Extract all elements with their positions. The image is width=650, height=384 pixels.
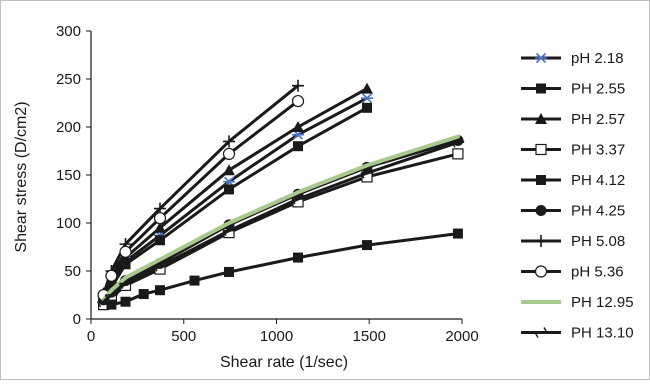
- legend-swatch-marker: [535, 143, 547, 156]
- data-point: [153, 260, 167, 272]
- series-line: [102, 140, 460, 304]
- legend-label: pH 2.18: [571, 50, 624, 67]
- x-tick-label: 1500: [353, 328, 386, 345]
- x-tick-label: 1000: [260, 328, 293, 345]
- series-8: [101, 134, 460, 302]
- data-point: [222, 225, 236, 237]
- legend-swatch-marker: [535, 205, 547, 216]
- legend-label: PH 5.08: [571, 233, 625, 250]
- legend-entry: pH 5.36: [521, 264, 624, 281]
- legend-swatch-marker: [536, 83, 546, 94]
- data-point: [189, 275, 200, 286]
- data-point: [120, 296, 131, 307]
- legend-entry: PH 2.55: [521, 81, 625, 98]
- legend-label: PH 2.55: [571, 81, 625, 98]
- legend-entry: PH 3.37: [521, 142, 625, 159]
- legend-label: PH 13.10: [571, 325, 634, 342]
- x-tick-label: 500: [171, 328, 196, 345]
- y-tick-label: 200: [56, 119, 81, 136]
- y-tick-label: 300: [56, 23, 81, 40]
- data-point: [362, 240, 373, 251]
- series-3: [98, 148, 464, 311]
- legend-entry: PH 5.08: [521, 233, 625, 250]
- data-point: [222, 147, 236, 160]
- legend-swatch-marker: [535, 113, 547, 124]
- data-point: [292, 121, 305, 132]
- x-tick-label: 0: [87, 328, 95, 345]
- series-line: [101, 134, 460, 302]
- data-point: [361, 82, 374, 94]
- data-point: [106, 299, 117, 310]
- legend-swatch-marker: [534, 327, 548, 338]
- series-line: [102, 99, 300, 297]
- series-layer: [97, 79, 465, 311]
- data-point: [452, 228, 463, 239]
- data-point: [291, 193, 305, 205]
- data-point: [292, 79, 305, 92]
- data-point: [154, 221, 167, 233]
- legend-label: PH 4.12: [571, 172, 625, 189]
- data-point: [138, 289, 149, 300]
- legend-entry: PH 4.12: [521, 172, 625, 189]
- data-point: [223, 135, 236, 148]
- data-point: [104, 289, 119, 301]
- data-point: [118, 278, 133, 289]
- data-point: [451, 136, 465, 148]
- legend-label: PH 12.95: [571, 294, 634, 311]
- series-7: [97, 94, 305, 302]
- legend-swatch-marker: [535, 52, 547, 64]
- data-point: [120, 259, 131, 270]
- legend-swatch-marker: [534, 265, 548, 278]
- data-point: [155, 235, 166, 246]
- data-point: [291, 94, 305, 108]
- legend-label: PH 2.57: [571, 111, 625, 128]
- data-point: [293, 141, 304, 152]
- legend: pH 2.18 PH 2.55 PH 2.57 PH 3.37 PH 4.12 PH 4.…: [521, 50, 634, 342]
- data-point: [223, 164, 236, 176]
- legend-swatch-marker: [535, 235, 547, 247]
- legend-label: pH 5.36: [571, 264, 624, 281]
- data-point: [293, 252, 304, 263]
- legend-entry: PH 13.10: [521, 325, 634, 342]
- axes: 0 50 100 150 200 250 300 0 500 1000 1500 2000: [56, 23, 479, 345]
- data-point: [360, 167, 374, 179]
- series-line: [102, 232, 460, 307]
- data-point: [153, 212, 167, 225]
- data-point: [119, 245, 132, 258]
- y-tick-label: 50: [64, 263, 81, 280]
- y-tick-label: 150: [56, 167, 81, 184]
- data-point: [105, 269, 118, 282]
- y-tick-label: 0: [73, 311, 81, 328]
- data-point: [362, 102, 373, 113]
- legend-entry: pH 2.18: [521, 50, 624, 67]
- data-point: [361, 93, 374, 104]
- data-point: [224, 266, 235, 277]
- data-point: [155, 285, 166, 296]
- x-axis-label: Shear rate (1/sec): [220, 354, 348, 371]
- legend-entry: PH 2.57: [521, 111, 625, 128]
- legend-swatch-marker: [536, 175, 546, 185]
- legend-entry: PH 4.25: [521, 203, 625, 220]
- data-point: [224, 184, 235, 195]
- y-tick-label: 250: [56, 71, 81, 88]
- y-axis-label: Shear stress (D/cm2): [13, 101, 30, 252]
- legend-label: PH 4.25: [571, 203, 625, 220]
- data-point: [452, 148, 464, 160]
- x-tick-label: 2000: [445, 328, 478, 345]
- series-9: [97, 136, 465, 308]
- legend-entry: PH 12.95: [521, 294, 634, 311]
- legend-label: PH 3.37: [571, 142, 625, 159]
- y-tick-label: 100: [56, 215, 81, 232]
